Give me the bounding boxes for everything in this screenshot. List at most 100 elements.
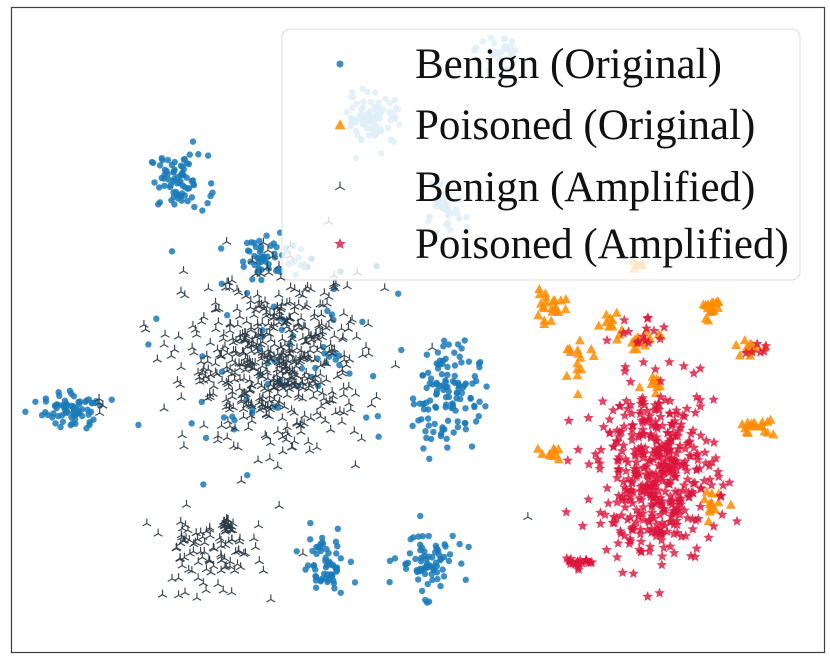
- data-point: [236, 394, 247, 403]
- data-point: [647, 492, 659, 503]
- data-point: [655, 375, 666, 386]
- data-point: [634, 382, 645, 392]
- data-point: [199, 546, 209, 555]
- data-point: [576, 364, 587, 374]
- data-point: [692, 448, 703, 459]
- data-point: [619, 501, 631, 512]
- data-point: [326, 314, 336, 323]
- data-point: [439, 360, 446, 367]
- data-point: [151, 179, 158, 186]
- data-point: [344, 398, 354, 407]
- data-point: [225, 319, 236, 328]
- data-point: [193, 573, 203, 582]
- data-point: [179, 441, 189, 450]
- data-point: [235, 311, 245, 320]
- data-point: [678, 479, 690, 490]
- data-point: [287, 365, 297, 374]
- data-point: [252, 289, 263, 298]
- data-point: [657, 420, 668, 431]
- data-point: [635, 524, 646, 535]
- data-point: [240, 263, 247, 270]
- data-point: [333, 564, 341, 571]
- data-point: [63, 401, 71, 408]
- data-point: [410, 400, 418, 408]
- data-point: [629, 444, 641, 455]
- data-point: [316, 309, 327, 318]
- data-point: [176, 516, 186, 526]
- data-point: [456, 540, 463, 548]
- data-point: [442, 355, 449, 363]
- data-point: [637, 392, 648, 403]
- data-point: [249, 276, 256, 283]
- data-point: [222, 362, 232, 371]
- data-point: [217, 245, 225, 252]
- data-point: [391, 555, 399, 562]
- data-point: [433, 360, 440, 367]
- data-point: [173, 573, 184, 582]
- data-point: [229, 374, 240, 383]
- data-point: [287, 442, 298, 451]
- data-point: [616, 445, 628, 456]
- data-point: [613, 431, 625, 442]
- data-point: [595, 507, 606, 518]
- data-point: [699, 475, 710, 486]
- data-point: [160, 329, 170, 338]
- data-point: [665, 495, 677, 506]
- data-point: [333, 550, 340, 557]
- data-point: [673, 425, 684, 436]
- data-point: [374, 412, 382, 420]
- data-point: [674, 496, 685, 507]
- data-point: [78, 412, 86, 420]
- data-point: [299, 371, 310, 380]
- data-point: [98, 400, 108, 409]
- data-point: [638, 399, 650, 410]
- data-point: [618, 440, 629, 450]
- data-point: [224, 282, 235, 291]
- data-point: [153, 315, 160, 322]
- data-point: [762, 427, 773, 437]
- data-point: [282, 298, 292, 307]
- data-point: [618, 476, 629, 487]
- data-point: [243, 423, 254, 432]
- data-point: [703, 532, 714, 543]
- data-point: [437, 556, 444, 564]
- data-point: [261, 410, 272, 419]
- data-point: [330, 407, 341, 416]
- data-point: [281, 434, 291, 443]
- data-point: [199, 375, 209, 384]
- data-point: [421, 548, 428, 555]
- data-point: [642, 313, 653, 324]
- data-point: [562, 455, 573, 465]
- data-point: [337, 589, 344, 596]
- legend: Benign (Original) Poisoned (Original) Beni…: [281, 28, 801, 281]
- data-point: [246, 248, 253, 255]
- data-point: [278, 326, 285, 333]
- data-point: [425, 422, 432, 429]
- data-point: [454, 418, 461, 425]
- data-point: [300, 302, 310, 311]
- data-point: [572, 389, 583, 399]
- data-point: [244, 471, 251, 479]
- data-point: [258, 337, 268, 346]
- data-point: [247, 255, 257, 264]
- data-point: [67, 421, 74, 429]
- data-point: [220, 521, 230, 530]
- data-point: [426, 455, 433, 463]
- data-point: [637, 331, 649, 341]
- data-point: [659, 456, 671, 467]
- data-point: [475, 412, 482, 420]
- data-point: [328, 391, 338, 400]
- data-point: [251, 331, 261, 340]
- data-point: [653, 328, 664, 339]
- data-point: [695, 482, 706, 493]
- data-point: [685, 550, 697, 561]
- data-point: [703, 315, 714, 325]
- data-point: [155, 184, 163, 191]
- data-point: [627, 337, 637, 347]
- data-point: [86, 418, 93, 426]
- data-point: [646, 507, 658, 518]
- data-point: [694, 394, 706, 405]
- data-point: [346, 370, 353, 377]
- data-point: [655, 498, 666, 509]
